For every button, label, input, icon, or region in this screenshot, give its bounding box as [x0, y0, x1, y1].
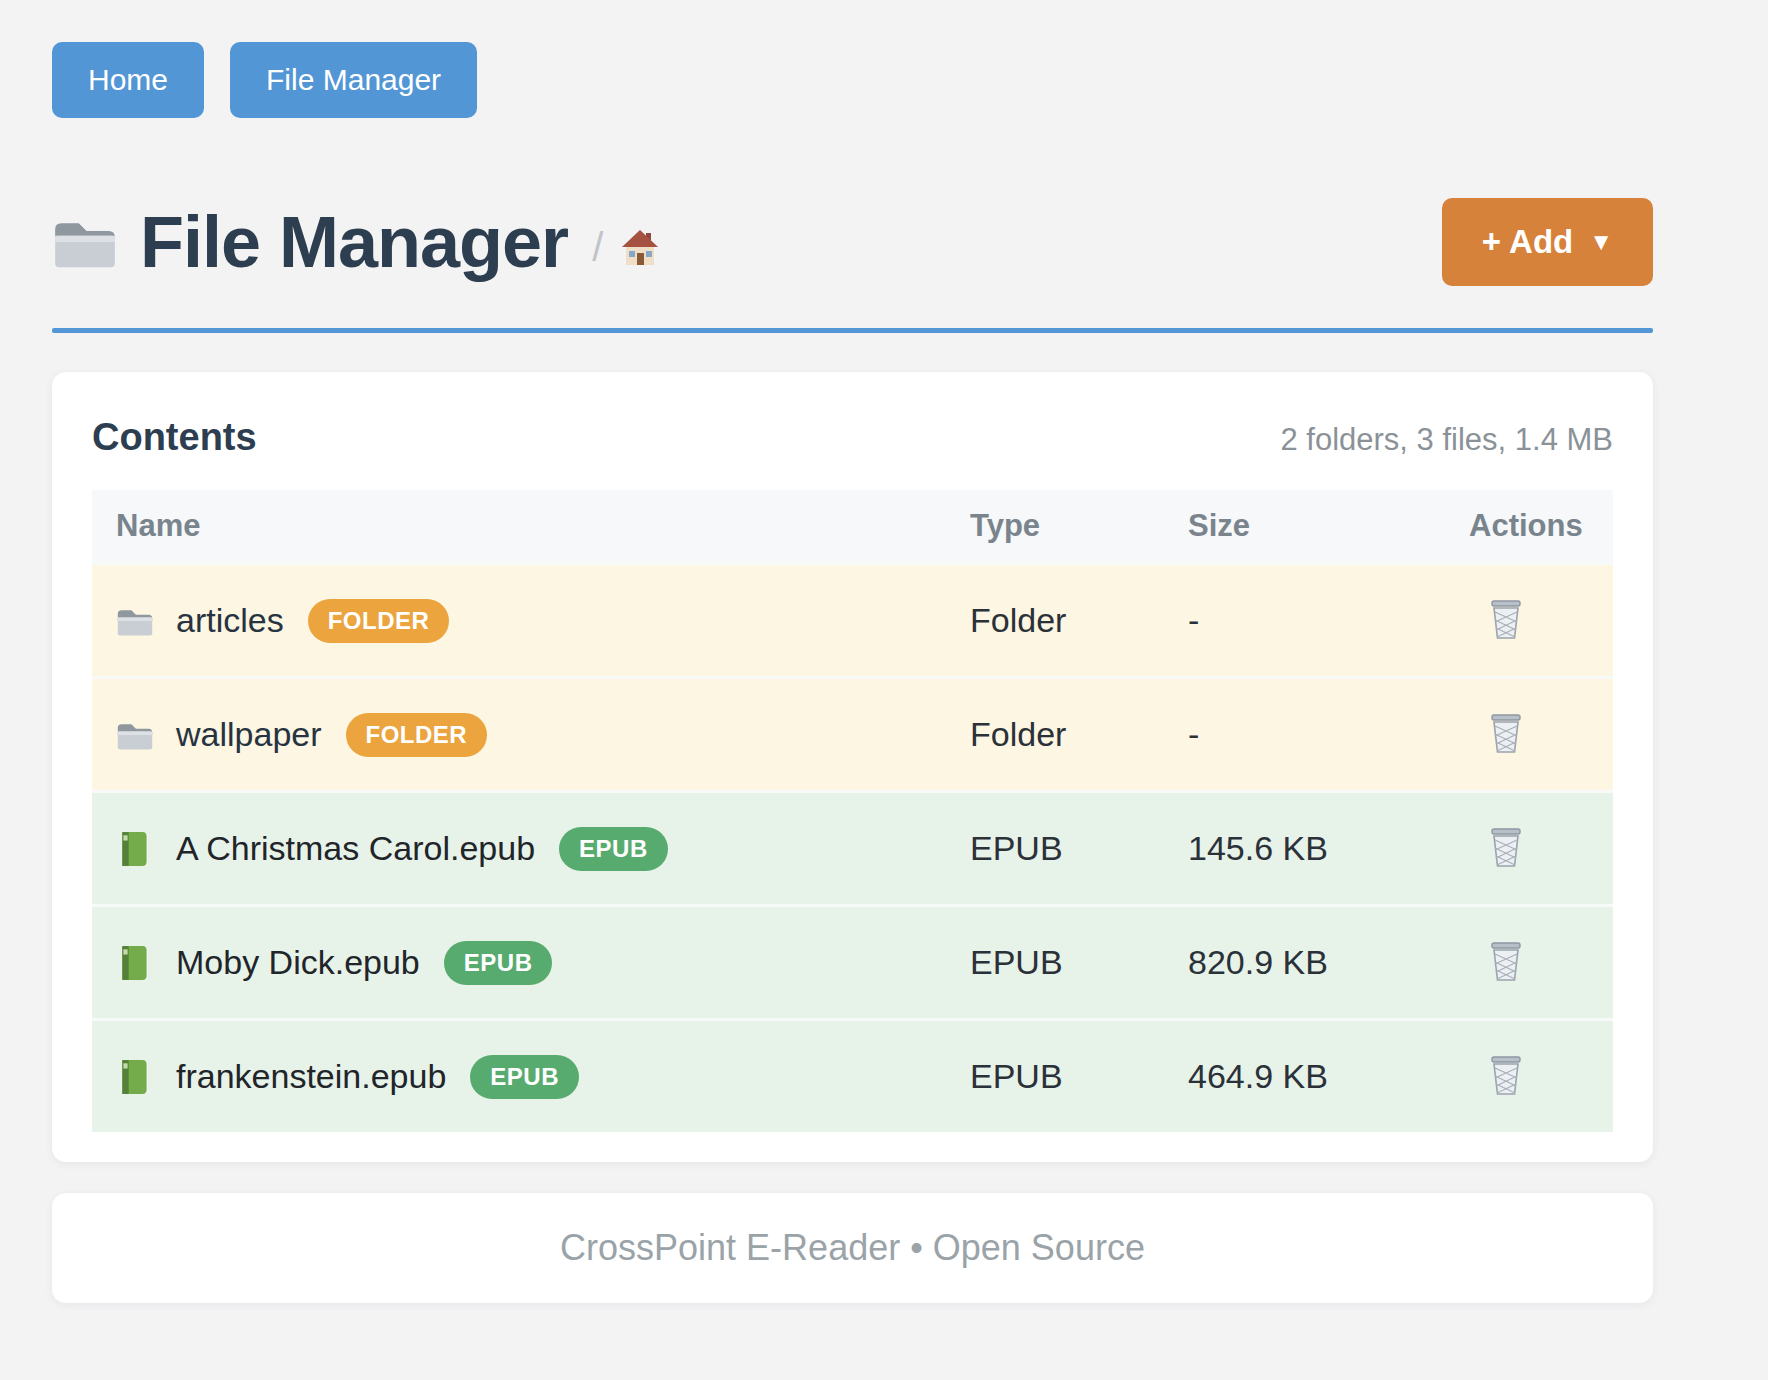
table-row: A Christmas Carol.epub EPUB EPUB 145.6 K… [92, 790, 1613, 904]
table-header-row: Name Type Size Actions [92, 490, 1613, 562]
folder-icon [116, 716, 154, 754]
top-nav: Home File Manager [52, 42, 1653, 118]
table-row: articles FOLDER Folder - [92, 562, 1613, 676]
item-type: EPUB [970, 829, 1188, 868]
item-size: - [1188, 601, 1469, 640]
type-badge: FOLDER [346, 713, 488, 757]
delete-button[interactable] [1487, 826, 1525, 868]
trash-icon [1487, 1054, 1525, 1096]
book-icon [116, 944, 154, 982]
add-button-label: + Add [1482, 223, 1573, 261]
item-name[interactable]: A Christmas Carol.epub [176, 829, 535, 868]
item-type: EPUB [970, 1057, 1188, 1096]
book-icon [116, 830, 154, 868]
page-container: Home File Manager File Manager / + Add ▼… [52, 0, 1653, 1303]
item-name[interactable]: articles [176, 601, 284, 640]
home-icon[interactable] [619, 227, 661, 267]
breadcrumb-separator: / [592, 225, 603, 270]
delete-button[interactable] [1487, 940, 1525, 982]
item-name[interactable]: wallpaper [176, 715, 322, 754]
trash-icon [1487, 940, 1525, 982]
card-header: Contents 2 folders, 3 files, 1.4 MB [92, 414, 1613, 460]
trash-icon [1487, 598, 1525, 640]
delete-button[interactable] [1487, 712, 1525, 754]
type-badge: FOLDER [308, 599, 450, 643]
nav-file-manager-button[interactable]: File Manager [230, 42, 477, 118]
column-header-actions: Actions [1469, 508, 1613, 544]
folder-icon [116, 602, 154, 640]
folder-icon [52, 214, 118, 270]
title-divider [52, 328, 1653, 333]
footer-card: CrossPoint E-Reader • Open Source [52, 1193, 1653, 1303]
nav-home-button[interactable]: Home [52, 42, 204, 118]
add-button[interactable]: + Add ▼ [1442, 198, 1653, 286]
item-type: Folder [970, 601, 1188, 640]
table-row: Moby Dick.epub EPUB EPUB 820.9 KB [92, 904, 1613, 1018]
item-size: 820.9 KB [1188, 943, 1469, 982]
book-icon [116, 1058, 154, 1096]
trash-icon [1487, 826, 1525, 868]
item-type: EPUB [970, 943, 1188, 982]
trash-icon [1487, 712, 1525, 754]
type-badge: EPUB [444, 941, 553, 985]
item-size: 145.6 KB [1188, 829, 1469, 868]
item-name[interactable]: Moby Dick.epub [176, 943, 420, 982]
contents-card: Contents 2 folders, 3 files, 1.4 MB Name… [52, 372, 1653, 1162]
contents-summary: 2 folders, 3 files, 1.4 MB [1280, 422, 1613, 458]
delete-button[interactable] [1487, 1054, 1525, 1096]
item-type: Folder [970, 715, 1188, 754]
page-title: File Manager [140, 198, 568, 286]
footer-text: CrossPoint E-Reader • Open Source [560, 1227, 1145, 1269]
item-name[interactable]: frankenstein.epub [176, 1057, 446, 1096]
delete-button[interactable] [1487, 598, 1525, 640]
type-badge: EPUB [470, 1055, 579, 1099]
column-header-type: Type [970, 508, 1188, 544]
caret-down-icon: ▼ [1589, 230, 1613, 254]
item-size: 464.9 KB [1188, 1057, 1469, 1096]
table-row: frankenstein.epub EPUB EPUB 464.9 KB [92, 1018, 1613, 1132]
table-row: wallpaper FOLDER Folder - [92, 676, 1613, 790]
item-size: - [1188, 715, 1469, 754]
column-header-size: Size [1188, 508, 1469, 544]
table-body: articles FOLDER Folder - wallpaper FOLDE… [92, 562, 1613, 1132]
type-badge: EPUB [559, 827, 668, 871]
column-header-name: Name [92, 508, 970, 544]
page-header: File Manager / + Add ▼ [52, 198, 1653, 286]
file-table: Name Type Size Actions articles FOLDER F… [92, 490, 1613, 1132]
contents-heading: Contents [92, 414, 257, 460]
